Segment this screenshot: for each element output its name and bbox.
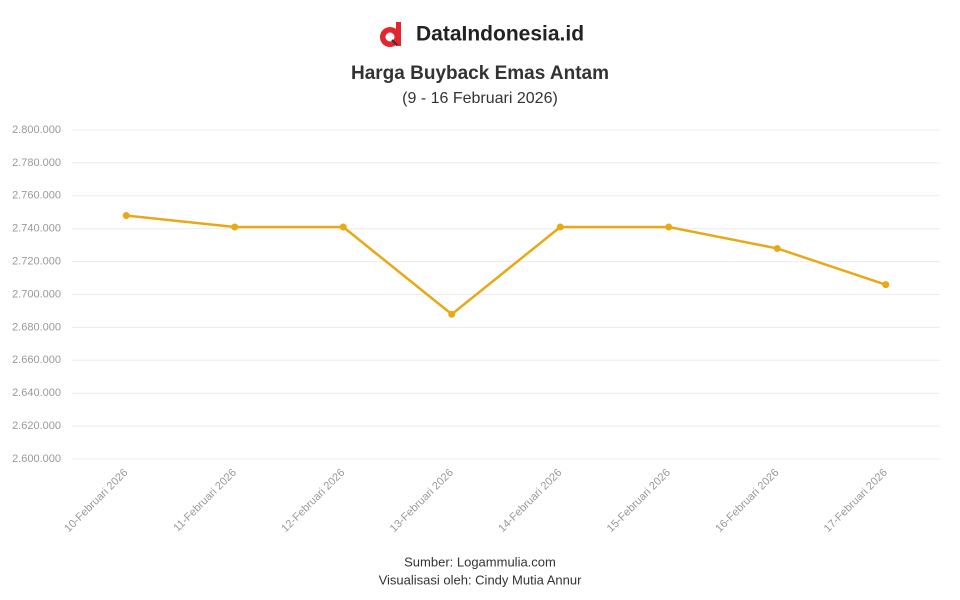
x-tick-label: 10-Februari 2026 (62, 467, 130, 535)
source: Sumber: Logammulia.com (404, 554, 556, 569)
brand: DataIndonesia.id (416, 23, 584, 46)
point (773, 244, 781, 252)
point (231, 223, 239, 231)
line (126, 214, 887, 316)
point (122, 212, 130, 220)
x-tick-label: 15-Februari 2026 (605, 467, 673, 535)
logo (380, 22, 401, 47)
x-tick-label: 13-Februari 2026 (388, 467, 456, 535)
point (882, 281, 890, 289)
x-tick-label: 14-Februari 2026 (496, 467, 564, 535)
y-tick-label: 2.720.000 (12, 256, 61, 268)
chart-title: Harga Buyback Emas Antam (351, 63, 609, 84)
point (339, 223, 347, 231)
x-tick-label: 17-Februari 2026 (822, 467, 890, 535)
y-tick-label: 2.800.000 (12, 124, 61, 136)
y-tick-label: 2.660.000 (12, 354, 61, 366)
y-tick-label: 2.600.000 (12, 453, 61, 465)
y-tick-label: 2.680.000 (12, 321, 61, 333)
point (665, 223, 673, 231)
y-tick-label: 2.760.000 (12, 190, 61, 202)
y-tick-label: 2.620.000 (12, 420, 61, 432)
y-tick-label: 2.740.000 (12, 223, 61, 235)
x-tick-label: 12-Februari 2026 (279, 467, 347, 535)
x-tick-label: 11-Februari 2026 (171, 467, 239, 535)
y-tick-label: 2.780.000 (12, 157, 61, 169)
credit: Visualisasi oleh: Cindy Mutia Annur (379, 572, 582, 587)
y-tick-label: 2.640.000 (12, 387, 61, 399)
point (448, 310, 456, 318)
point (556, 223, 564, 231)
y-tick-label: 2.700.000 (12, 288, 61, 300)
chart-subtitle: (9 - 16 Februari 2026) (402, 90, 558, 107)
x-tick-label: 16-Februari 2026 (713, 467, 781, 535)
